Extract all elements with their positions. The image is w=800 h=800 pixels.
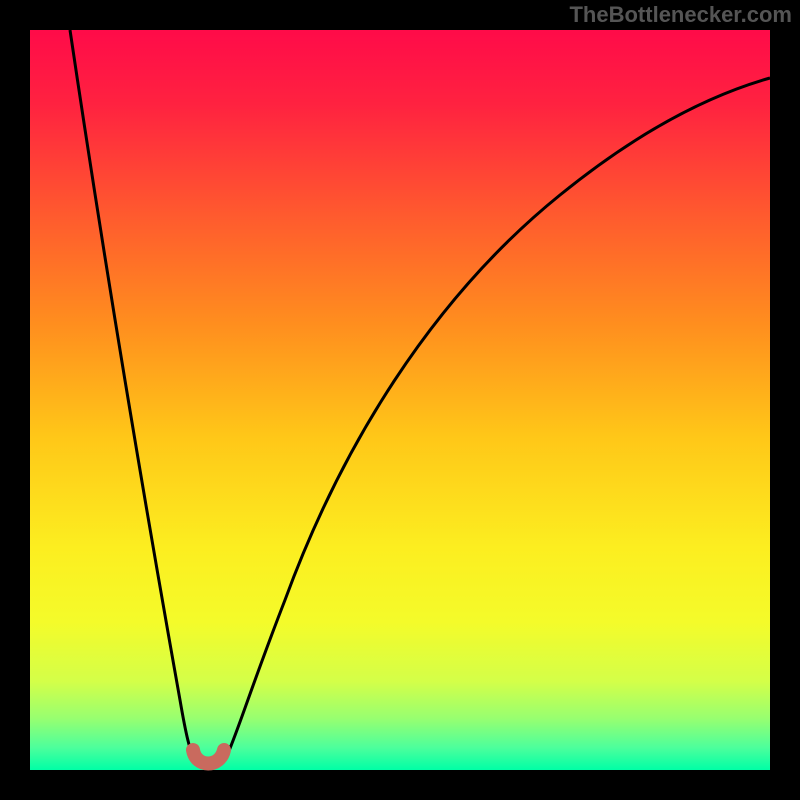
bottleneck-curve-left xyxy=(70,30,195,760)
watermark-text: TheBottlenecker.com xyxy=(569,2,792,28)
curve-layer xyxy=(0,0,800,800)
chart-container: TheBottlenecker.com xyxy=(0,0,800,800)
bottleneck-curve-right xyxy=(225,78,770,760)
valley-marker xyxy=(193,750,224,764)
